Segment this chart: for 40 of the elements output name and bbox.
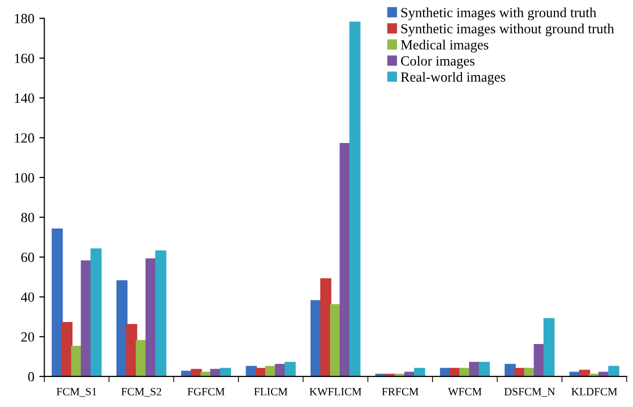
y-tick-label: 40 <box>20 292 34 302</box>
bar <box>543 318 555 376</box>
y-tick-label: 80 <box>21 212 34 222</box>
bar <box>116 280 128 376</box>
x-tick-label: KLDFCM <box>571 388 618 396</box>
bar <box>320 278 332 376</box>
bar <box>126 324 138 376</box>
x-tick-label: FLICM <box>254 388 288 396</box>
bar <box>61 322 73 376</box>
bar <box>608 366 620 376</box>
y-tick-label: 0 <box>28 372 34 382</box>
y-tick-label: 60 <box>21 252 34 262</box>
bar <box>349 22 360 376</box>
legend-label: Synthetic images with ground truth <box>401 8 596 20</box>
legend-label: Real-world images <box>400 72 506 85</box>
x-tick-label: KWFLICM <box>310 388 362 396</box>
x-tick-label: DSFCM_N <box>504 388 555 397</box>
legend-label: Color images <box>401 56 474 68</box>
bar <box>414 368 426 376</box>
y-tick-label: 100 <box>14 173 34 182</box>
legend-label: Synthetic images without ground truth <box>401 24 614 36</box>
bar <box>284 362 296 376</box>
bar <box>340 142 351 376</box>
x-tick-label: FCM_S1 <box>56 388 96 397</box>
y-tick-label: 160 <box>14 54 34 64</box>
y-tick-label: 20 <box>21 332 34 342</box>
bar <box>90 248 102 376</box>
bar <box>155 250 166 376</box>
x-tick-label: FGFCM <box>188 388 225 396</box>
y-tick-label: 180 <box>14 14 34 24</box>
legend-label: Medical images <box>400 40 488 52</box>
x-tick-label: FRFCM <box>382 388 418 396</box>
y-tick-label: 120 <box>14 133 34 143</box>
bar <box>220 368 232 376</box>
bar <box>478 362 490 376</box>
x-tick-label: FCM_S2 <box>121 388 162 397</box>
bar <box>504 364 516 376</box>
bar <box>52 228 63 376</box>
x-tick-label: WFCM <box>448 388 482 396</box>
y-tick-label: 140 <box>14 93 34 103</box>
